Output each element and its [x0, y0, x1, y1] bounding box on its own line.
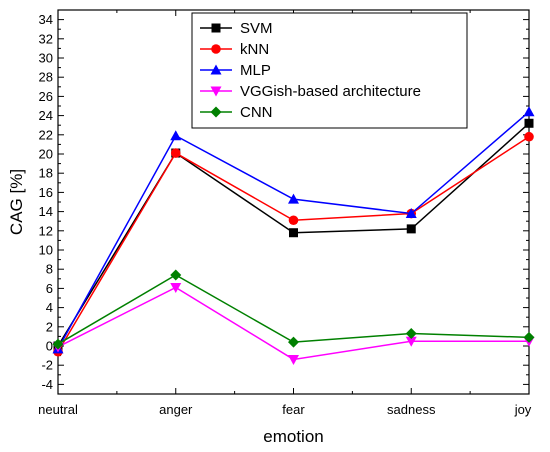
y-tick-label: 18 [39, 166, 53, 181]
legend-marker [210, 106, 222, 118]
data-point [170, 269, 182, 281]
legend-box [191, 12, 468, 129]
y-tick-label: 20 [39, 147, 53, 162]
legend-label: MLP [240, 62, 271, 79]
data-point [288, 336, 299, 348]
data-point [406, 224, 416, 234]
legend-item-1: SVM [200, 20, 273, 37]
legend-marker [211, 44, 221, 54]
data-point [524, 131, 534, 142]
y-tick-label: 34 [39, 12, 53, 27]
y-tick-label: 12 [39, 223, 53, 238]
legend-label: VGGish-based architecture [240, 83, 421, 100]
y-tick-label: 28 [39, 70, 53, 85]
x-axis: neutral anger fear sadness joy [38, 10, 532, 417]
y-tick-label: 26 [39, 89, 53, 104]
y-tick-label: 32 [39, 31, 53, 46]
data-point [170, 148, 181, 158]
data-point [523, 106, 535, 117]
legend-item-5: CNN [200, 104, 273, 121]
y-axis-title: CAG [%] [7, 169, 26, 235]
legend-item-3: MLP [200, 62, 271, 79]
series-line [57, 286, 529, 361]
x-axis-title: emotion [263, 427, 323, 446]
data-point [289, 228, 298, 238]
legend-item-4: VGGish-based architecture [200, 83, 421, 100]
series-4 [52, 282, 535, 365]
y-tick-label: 6 [46, 281, 53, 296]
legend-label: SVM [240, 20, 273, 37]
x-tick-label: joy [514, 402, 532, 417]
y-tick-label: 16 [39, 185, 53, 200]
y-tick-label: -2 [41, 358, 53, 373]
y-tick-label: 30 [39, 51, 53, 66]
y-tick-label: -4 [41, 377, 53, 392]
data-point [288, 193, 299, 204]
legend-marker [211, 23, 221, 33]
data-point [405, 208, 417, 219]
data-point [52, 338, 64, 350]
data-point [170, 282, 182, 293]
series-3 [52, 106, 535, 354]
series-line [57, 136, 530, 353]
legend-marker [210, 86, 222, 97]
series-1 [53, 118, 534, 351]
y-tick-label: 2 [46, 319, 53, 334]
y-tick-label: 4 [46, 300, 53, 315]
y-tick-label: 24 [39, 108, 53, 123]
legend: SVM kNN MLP VGGish-based architecture CNN [191, 12, 468, 129]
legend-label: kNN [240, 41, 269, 58]
legend-marker [210, 64, 222, 75]
legend-item-2: kNN [200, 41, 269, 58]
y-tick-label: 14 [39, 204, 53, 219]
data-point [524, 118, 534, 128]
x-tick-label: neutral [38, 402, 78, 417]
data-point [288, 215, 299, 226]
series-layer [52, 106, 535, 365]
legend-label: CNN [240, 104, 273, 121]
data-point [288, 354, 299, 365]
x-tick-label: sadness [387, 402, 436, 417]
series-line [57, 274, 530, 345]
y-tick-label: 22 [39, 127, 53, 142]
x-tick-label: anger [159, 402, 193, 417]
x-tick-label: fear [282, 402, 305, 417]
series-2 [53, 131, 534, 357]
y-tick-label: 8 [46, 262, 53, 277]
data-point [170, 130, 182, 141]
data-point [523, 331, 535, 343]
series-5 [52, 269, 535, 350]
y-tick-label: 10 [39, 243, 53, 258]
y-tick-label: 0 [46, 339, 53, 354]
data-point [405, 336, 417, 347]
data-point [405, 328, 417, 340]
